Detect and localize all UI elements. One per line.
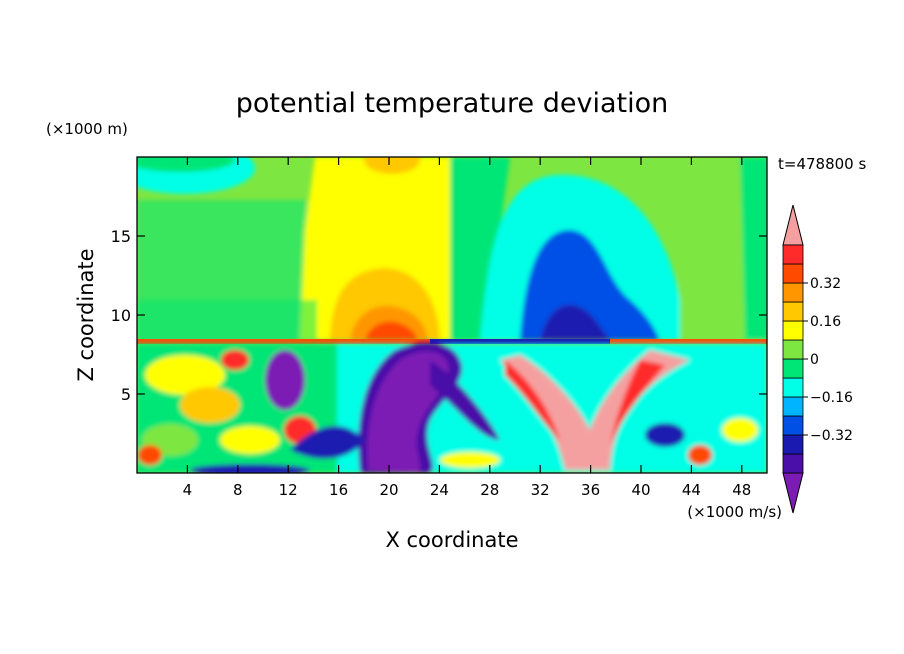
y-tick-label: 5 xyxy=(121,385,131,404)
colorbar-extend-low xyxy=(782,472,804,514)
chart-title: potential temperature deviation xyxy=(236,88,668,119)
x-axis-title: X coordinate xyxy=(385,528,518,552)
colorbar-label: 0.16 xyxy=(810,314,841,330)
colorbar-segment xyxy=(782,415,804,436)
contour-field xyxy=(137,157,767,473)
colorbar-label: 0 xyxy=(810,352,819,368)
colorbar-segment xyxy=(782,282,804,303)
x-tick-label: 36 xyxy=(581,481,600,499)
x-tick-label: 4 xyxy=(183,481,193,499)
colorbar-segment xyxy=(782,244,804,265)
x-tick-label: 28 xyxy=(480,481,499,499)
x-axis-ticks: 4 8 12 16 20 24 28 32 36 40 44 48 xyxy=(183,157,751,499)
y-unit-label: (×1000 m) xyxy=(46,120,128,138)
y-axis-ticks: 5 10 15 xyxy=(111,227,767,404)
colorbar-label: −0.32 xyxy=(810,428,853,444)
x-tick-label: 24 xyxy=(430,481,449,499)
x-tick-label: 32 xyxy=(531,481,550,499)
y-axis-title: Z coordinate xyxy=(74,248,98,381)
colorbar-segment xyxy=(782,301,804,322)
colorbar-extend-high xyxy=(782,204,804,246)
colorbar: 0.32 0.16 0 −0.16 −0.32 xyxy=(782,204,853,514)
lower-layer xyxy=(137,342,767,473)
x-tick-label: 40 xyxy=(631,481,650,499)
x-tick-label: 44 xyxy=(682,481,701,499)
y-tick-label: 10 xyxy=(111,306,131,325)
colorbar-segment xyxy=(782,396,804,417)
x-tick-label: 12 xyxy=(279,481,298,499)
colorbar-segment xyxy=(782,434,804,455)
upper-layer xyxy=(137,157,767,347)
x-tick-label: 48 xyxy=(732,481,751,499)
x-tick-label: 20 xyxy=(379,481,398,499)
x-unit-label: (×1000 m/s) xyxy=(687,503,782,521)
x-tick-label: 16 xyxy=(329,481,348,499)
colorbar-segment xyxy=(782,339,804,360)
colorbar-label: −0.16 xyxy=(810,390,853,406)
colorbar-segment xyxy=(782,320,804,341)
colorbar-segment xyxy=(782,377,804,398)
time-label: t=478800 s xyxy=(778,155,866,173)
colorbar-segment xyxy=(782,453,804,474)
y-tick-label: 15 xyxy=(111,227,131,246)
x-tick-label: 8 xyxy=(233,481,243,499)
colorbar-segment xyxy=(782,358,804,379)
colorbar-segment xyxy=(782,263,804,284)
colorbar-label: 0.32 xyxy=(810,276,841,292)
